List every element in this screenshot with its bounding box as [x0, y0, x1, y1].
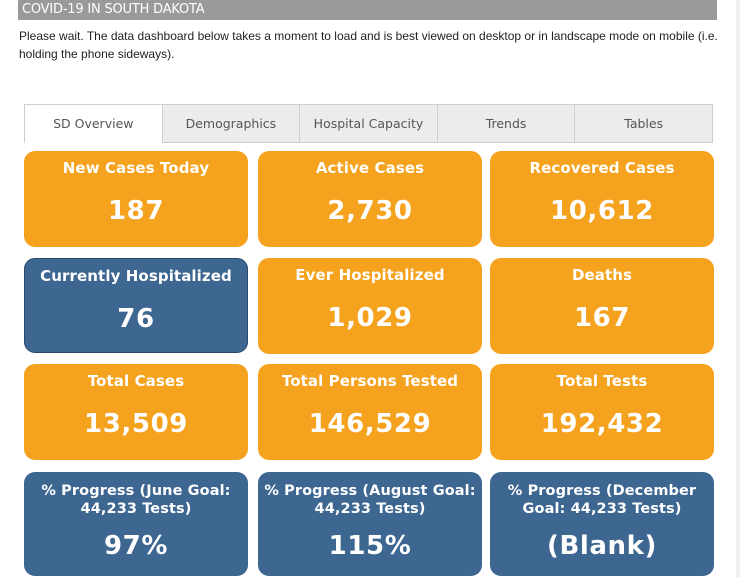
- tile-deaths: Deaths 167: [490, 258, 714, 354]
- tile-label: % Progress (August Goal: 44,233 Tests): [258, 482, 482, 518]
- tile-active-cases: Active Cases 2,730: [258, 151, 482, 247]
- tile-label: Ever Hospitalized: [295, 266, 445, 284]
- tile-value: 13,509: [84, 409, 188, 439]
- tile-new-cases-today: New Cases Today 187: [24, 151, 248, 247]
- tile-label: % Progress (December Goal: 44,233 Tests): [490, 482, 714, 518]
- tile-label: % Progress (June Goal: 44,233 Tests): [24, 482, 248, 518]
- tile-progress-june: % Progress (June Goal: 44,233 Tests) 97%: [24, 472, 248, 576]
- tile-label-line1: % Progress (June Goal:: [41, 483, 231, 499]
- intro-text: Please wait. The data dashboard below ta…: [19, 29, 718, 61]
- tile-progress-december: % Progress (December Goal: 44,233 Tests)…: [490, 472, 714, 576]
- banner-title: COVID-19 IN SOUTH DAKOTA: [22, 2, 205, 17]
- tile-total-tests: Total Tests 192,432: [490, 364, 714, 460]
- tile-value: 167: [573, 303, 631, 333]
- tile-total-cases: Total Cases 13,509: [24, 364, 248, 460]
- tile-progress-august: % Progress (August Goal: 44,233 Tests) 1…: [258, 472, 482, 576]
- tile-ever-hospitalized: Ever Hospitalized 1,029: [258, 258, 482, 354]
- tile-label: Total Tests: [556, 372, 648, 390]
- tile-label: Recovered Cases: [529, 159, 675, 177]
- tile-value: (Blank): [546, 531, 658, 561]
- tile-label: New Cases Today: [62, 159, 210, 177]
- tile-recovered-cases: Recovered Cases 10,612: [490, 151, 714, 247]
- tile-label-line1: % Progress (December: [507, 483, 697, 499]
- tile-label: Currently Hospitalized: [40, 267, 232, 285]
- tile-value: 146,529: [308, 409, 432, 439]
- vertical-scrollbar[interactable]: [736, 0, 740, 577]
- tile-value: 115%: [328, 531, 412, 561]
- tile-value: 10,612: [550, 196, 654, 226]
- tile-label: Total Cases: [87, 372, 185, 390]
- tab-trends[interactable]: Trends: [436, 104, 576, 143]
- tile-label: Total Persons Tested: [281, 372, 459, 390]
- tile-value: 97%: [103, 531, 169, 561]
- tab-tables[interactable]: Tables: [574, 104, 713, 143]
- tile-value: 2,730: [327, 196, 413, 226]
- tile-value: 187: [107, 196, 165, 226]
- page-banner: COVID-19 IN SOUTH DAKOTA: [18, 0, 717, 20]
- tile-label: Deaths: [571, 266, 633, 284]
- tab-sd-overview[interactable]: SD Overview: [24, 104, 163, 143]
- tile-value: 1,029: [327, 303, 413, 333]
- tile-value: 192,432: [540, 409, 664, 439]
- tile-total-persons-tested: Total Persons Tested 146,529: [258, 364, 482, 460]
- tab-hospital-capacity[interactable]: Hospital Capacity: [299, 104, 438, 143]
- tile-label-line2: 44,233 Tests): [314, 501, 426, 517]
- tile-currently-hospitalized: Currently Hospitalized 76: [24, 258, 248, 353]
- tile-label: Active Cases: [315, 159, 425, 177]
- tile-label-line2: 44,233 Tests): [80, 501, 192, 517]
- tile-value: 76: [117, 304, 155, 334]
- tile-label-line1: % Progress (August Goal:: [264, 483, 476, 499]
- tab-demographics[interactable]: Demographics: [161, 104, 301, 143]
- dashboard-tabs: SD Overview Demographics Hospital Capaci…: [24, 104, 713, 143]
- tile-label-line2: Goal: 44,233 Tests): [522, 501, 682, 517]
